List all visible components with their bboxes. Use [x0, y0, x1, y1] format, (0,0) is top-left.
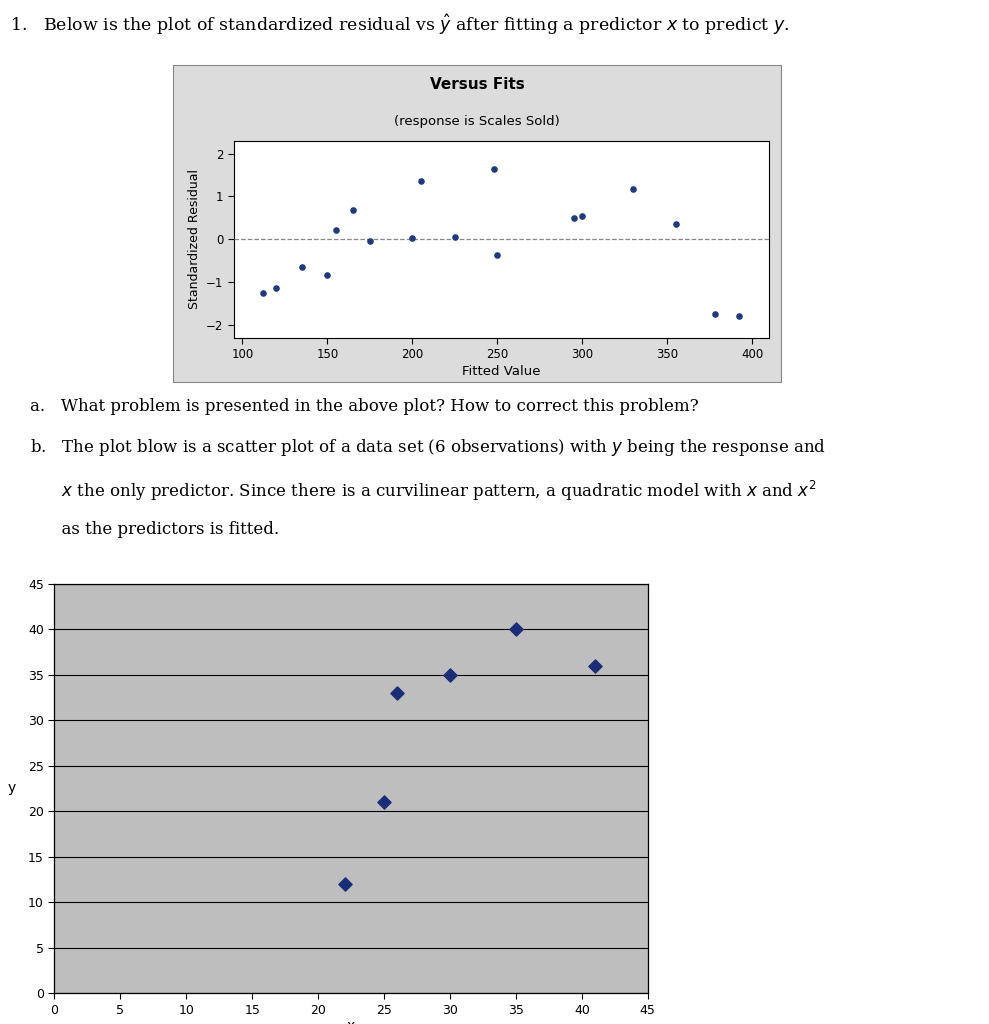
Point: [294, 259, 310, 275]
Text: Versus Fits: Versus Fits: [430, 77, 524, 92]
Text: 1.   Below is the plot of standardized residual vs $\hat{y}$ after fitting a pre: 1. Below is the plot of standardized res…: [10, 12, 789, 37]
Point: [486, 161, 501, 177]
Point: [268, 281, 284, 297]
Point: [345, 202, 361, 218]
Text: b.   The plot blow is a scatter plot of a data set (6 observations) with $y$ bei: b. The plot blow is a scatter plot of a …: [30, 437, 826, 459]
X-axis label: Fitted Value: Fitted Value: [462, 366, 541, 378]
Text: a.   What problem is presented in the above plot? How to correct this problem?: a. What problem is presented in the abov…: [30, 398, 698, 416]
Text: as the predictors is fitted.: as the predictors is fitted.: [30, 521, 279, 539]
Text: (response is Scales Sold): (response is Scales Sold): [395, 116, 560, 128]
Point: [255, 286, 271, 302]
Point: [405, 230, 420, 247]
Point: [587, 657, 603, 674]
Point: [336, 876, 352, 892]
Y-axis label: Standardized Residual: Standardized Residual: [188, 169, 201, 309]
X-axis label: x: x: [347, 1020, 355, 1024]
Point: [625, 180, 641, 197]
Point: [490, 247, 505, 263]
Point: [575, 208, 590, 224]
Point: [668, 215, 683, 231]
Point: [319, 267, 335, 284]
Point: [390, 685, 405, 701]
Point: [707, 306, 723, 323]
Point: [412, 173, 428, 189]
Point: [442, 667, 458, 683]
Point: [376, 794, 392, 810]
Point: [328, 221, 344, 238]
Point: [508, 621, 524, 637]
Point: [447, 228, 463, 245]
Point: [362, 233, 378, 250]
Point: [731, 308, 747, 325]
Y-axis label: y: y: [7, 781, 16, 796]
Point: [566, 210, 582, 226]
Text: $x$ the only predictor. Since there is a curvilinear pattern, a quadratic model : $x$ the only predictor. Since there is a…: [30, 479, 816, 504]
